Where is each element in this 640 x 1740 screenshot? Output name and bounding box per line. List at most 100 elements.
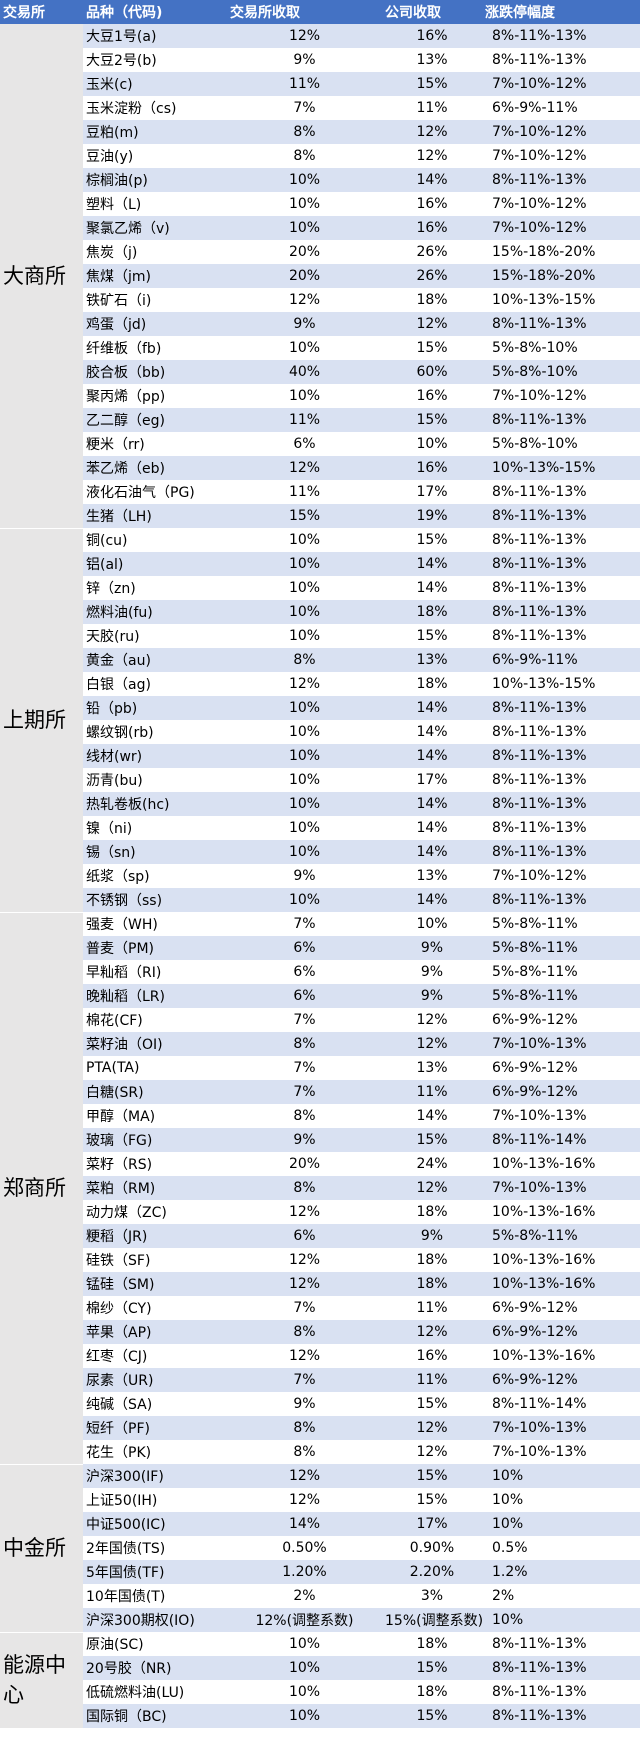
company-margin: 10% — [416, 916, 448, 932]
company-margin: 18% — [416, 1204, 448, 1220]
price-limit: 7%-10%-12% — [482, 72, 640, 96]
table-row: 普麦（PM) 6% 9% 5%-8%-11% — [0, 936, 640, 960]
product: 10年国债(T) — [86, 1589, 166, 1605]
company-margin: 17% — [416, 772, 448, 788]
exchange-margin: 10% — [227, 216, 382, 240]
company-margin: 14% — [416, 1108, 448, 1124]
table-row: 国际铜（BC) 10% 15% 8%-11%-13% — [0, 1704, 640, 1728]
exchange-margin: 10% — [288, 388, 321, 404]
company-margin: 12% — [382, 312, 482, 336]
table-row: 2年国债(TS) 0.50% 0.90% 0.5% — [0, 1536, 640, 1560]
product: 花生（PK) — [86, 1445, 152, 1461]
product: 液化石油气（PG) — [86, 485, 195, 501]
price-limit: 8%-11%-13% — [482, 1704, 640, 1728]
price-limit: 7%-10%-13% — [482, 1416, 640, 1440]
price-limit: 6%-9%-12% — [482, 1368, 640, 1392]
exchange-margin: 7% — [293, 1300, 316, 1316]
exchange-margin: 20% — [288, 1156, 321, 1172]
exchange-margin: 0.50% — [282, 1540, 327, 1556]
product: 纤维板（fb) — [86, 341, 162, 357]
price-limit: 8%-11%-13% — [492, 532, 587, 548]
company-margin: 19% — [382, 504, 482, 528]
exchange-margin: 12%(调整系数) — [227, 1608, 382, 1632]
company-margin: 15% — [382, 72, 482, 96]
price-limit: 10%-13%-16% — [492, 1204, 596, 1220]
price-limit: 7%-10%-12% — [492, 196, 587, 212]
table-row: 粳米（rr) 6% 10% 5%-8%-10% — [0, 432, 640, 456]
table-row: 热轧卷板(hc) 10% 14% 8%-11%-13% — [0, 792, 640, 816]
product: 不锈钢（ss) — [83, 888, 227, 912]
company-margin: 9% — [382, 936, 482, 960]
price-limit: 8%-11%-13% — [482, 840, 640, 864]
table-row: 玉米(c) 11% 15% 7%-10%-12% — [0, 72, 640, 96]
company-margin: 14% — [382, 888, 482, 912]
company-margin: 14% — [382, 552, 482, 576]
price-limit: 5%-8%-11% — [482, 1224, 640, 1248]
header-limit: 涨跌停幅度 — [482, 0, 640, 24]
price-limit: 7%-10%-12% — [482, 120, 640, 144]
table-row: 菜籽（RS) 20% 24% 10%-13%-16% — [0, 1152, 640, 1176]
product: 晚籼稻（LR) — [83, 984, 227, 1008]
company-margin: 26% — [416, 244, 448, 260]
price-limit: 8%-11%-14% — [482, 1128, 640, 1152]
exchange-margin: 2% — [293, 1588, 316, 1604]
company-margin: 15% — [382, 1464, 482, 1488]
price-limit: 7%-10%-12% — [482, 216, 640, 240]
price-limit: 5%-8%-11% — [492, 916, 578, 932]
price-limit: 7%-10%-13% — [482, 1032, 640, 1056]
company-margin: 12% — [382, 1176, 482, 1200]
table-row: 生猪（LH) 15% 19% 8%-11%-13% — [0, 504, 640, 528]
table-row: 粳稻（JR) 6% 9% 5%-8%-11% — [0, 1224, 640, 1248]
product: 粳米（rr) — [86, 437, 145, 453]
exchange-margin: 12% — [288, 292, 321, 308]
price-limit: 6%-9%-11% — [482, 648, 640, 672]
price-limit: 5%-8%-11% — [482, 984, 640, 1008]
company-margin: 16% — [416, 196, 448, 212]
product: 玉米(c) — [83, 72, 227, 96]
price-limit: 10%-13%-15% — [482, 456, 640, 480]
company-margin: 16% — [416, 388, 448, 404]
product: 菜籽（RS) — [86, 1157, 153, 1173]
company-margin: 14% — [382, 744, 482, 768]
exchange-margin: 8% — [227, 1176, 382, 1200]
exchange-margin: 10% — [227, 888, 382, 912]
price-limit: 8%-11%-13% — [482, 696, 640, 720]
company-margin: 17% — [416, 484, 448, 500]
company-margin: 14% — [416, 820, 448, 836]
exchange-name: 上期所 — [0, 528, 83, 913]
price-limit: 10% — [482, 1512, 640, 1536]
exchange-margin: 12% — [288, 676, 321, 692]
table-row: 纤维板（fb) 10% 15% 5%-8%-10% — [0, 336, 640, 360]
price-limit: 10%-13%-16% — [492, 1348, 596, 1364]
exchange-name: 能源中心 — [0, 1632, 83, 1729]
price-limit: 10% — [492, 1492, 524, 1508]
exchange-margin: 7% — [293, 100, 316, 116]
company-margin: 15%(调整系数) — [382, 1608, 482, 1632]
company-margin: 18% — [416, 1684, 448, 1700]
table-row: 早籼稻（RI) 6% 9% 5%-8%-11% — [0, 960, 640, 984]
table-row: 焦炭（j) 20% 26% 15%-18%-20% — [0, 240, 640, 264]
table-row: 纯碱（SA) 9% 15% 8%-11%-14% — [0, 1392, 640, 1416]
company-margin: 16% — [382, 216, 482, 240]
table-row: 不锈钢（ss) 10% 14% 8%-11%-13% — [0, 888, 640, 912]
exchange-margin: 12% — [288, 1204, 321, 1220]
exchange-margin: 8% — [227, 120, 382, 144]
company-margin: 15% — [416, 1396, 448, 1412]
exchange-margin: 40% — [227, 360, 382, 384]
price-limit: 8%-11%-13% — [482, 24, 640, 48]
company-margin: 14% — [416, 724, 448, 740]
exchange-margin: 10% — [288, 340, 321, 356]
product: 聚丙烯（pp) — [86, 389, 166, 405]
product: 聚氯乙烯（v) — [83, 216, 227, 240]
exchange-margin: 12% — [227, 456, 382, 480]
product: 大豆2号(b) — [86, 53, 157, 69]
exchange-margin: 7% — [227, 1080, 382, 1104]
exchange-margin: 20% — [288, 244, 321, 260]
product: 棉纱（CY) — [86, 1301, 152, 1317]
product: 纯碱（SA) — [86, 1397, 153, 1413]
exchange-margin: 6% — [293, 964, 316, 980]
product: 线材(wr) — [83, 744, 227, 768]
exchange-margin: 8% — [227, 648, 382, 672]
price-limit: 8%-11%-13% — [492, 1684, 587, 1700]
header-company-margin: 公司收取 — [382, 0, 482, 24]
